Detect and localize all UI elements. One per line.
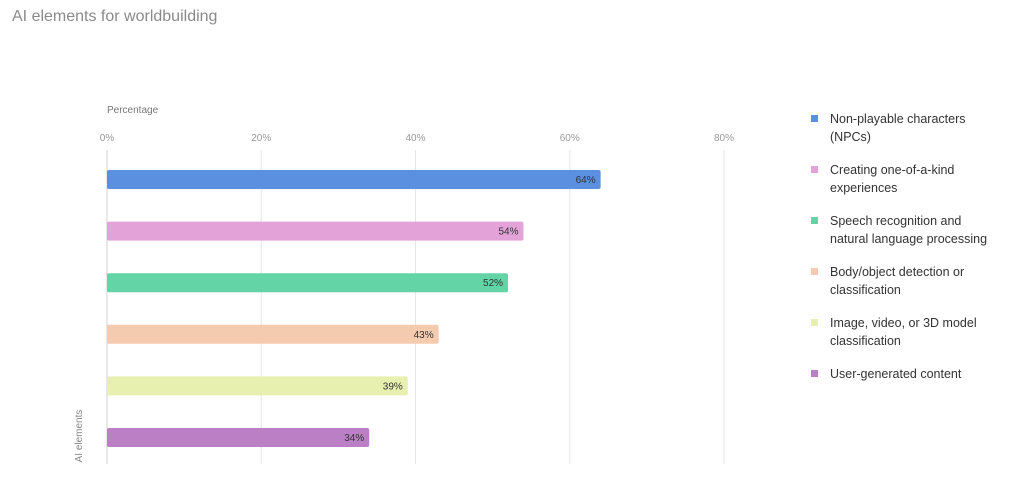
x-tick-label: 20% (251, 133, 271, 144)
legend-label: Speech recognition and natural language p… (830, 212, 1020, 248)
bar-value-label: 54% (498, 227, 518, 238)
legend-item[interactable]: Non-playable characters (NPCs) (806, 108, 1016, 159)
legend-item[interactable]: Body/object detection or classification (806, 261, 1016, 312)
legend-label: User-generated content (830, 365, 1020, 383)
legend-item[interactable]: Speech recognition and natural language p… (806, 210, 1016, 261)
legend-label-line: Image, video, or 3D model (830, 316, 977, 330)
y-axis-title: AI elements (74, 410, 85, 463)
legend-label-line: classification (830, 334, 901, 348)
bar (107, 428, 370, 447)
x-tick-label: 40% (405, 133, 425, 144)
legend-label-line: Speech recognition and (830, 214, 962, 228)
bar (107, 170, 601, 189)
bar-value-label: 52% (483, 278, 503, 289)
legend-label: Body/object detection or classification (830, 263, 1020, 299)
legend-label-line: experiences (830, 181, 898, 195)
legend-label-line: Creating one-of-a-kind (830, 163, 955, 177)
legend-label: Creating one-of-a-kind experiences (830, 161, 1020, 197)
legend-item[interactable]: Image, video, or 3D model classification (806, 312, 1016, 363)
x-tick-label: 80% (714, 133, 734, 144)
legend-label: Non-playable characters (NPCs) (830, 110, 1020, 146)
x-tick-label: 60% (560, 133, 580, 144)
bar-value-label: 64% (576, 175, 596, 186)
legend-swatch (811, 268, 818, 275)
legend-item[interactable]: Creating one-of-a-kind experiences (806, 159, 1016, 210)
legend-swatch (811, 217, 818, 224)
chart-legend: Non-playable characters (NPCs) Creating on… (806, 108, 1016, 414)
bar-value-label: 43% (414, 330, 434, 341)
bar (107, 376, 408, 396)
legend-swatch (811, 319, 818, 326)
x-axis-title: Percentage (107, 105, 159, 116)
legend-swatch (811, 166, 818, 173)
bar (107, 221, 524, 241)
chart-title: AI elements for worldbuilding (12, 8, 218, 25)
legend-label-line: Body/object detection or (830, 265, 965, 279)
legend-label-line: User-generated content (830, 367, 962, 381)
x-tick-label: 0% (100, 133, 115, 144)
legend-label-line: (NPCs) (830, 130, 871, 144)
legend-label-line: natural language processing (830, 232, 988, 246)
legend-swatch (811, 370, 818, 377)
bar-value-label: 39% (383, 381, 403, 392)
legend-swatch (811, 115, 818, 122)
legend-item[interactable]: User-generated content (806, 363, 1016, 414)
legend-label-line: classification (830, 283, 901, 297)
legend-label: Image, video, or 3D model classification (830, 314, 1020, 350)
bar (107, 324, 439, 344)
legend-label-line: Non-playable characters (830, 112, 966, 126)
bar-value-label: 34% (344, 433, 364, 444)
bar (107, 273, 509, 293)
